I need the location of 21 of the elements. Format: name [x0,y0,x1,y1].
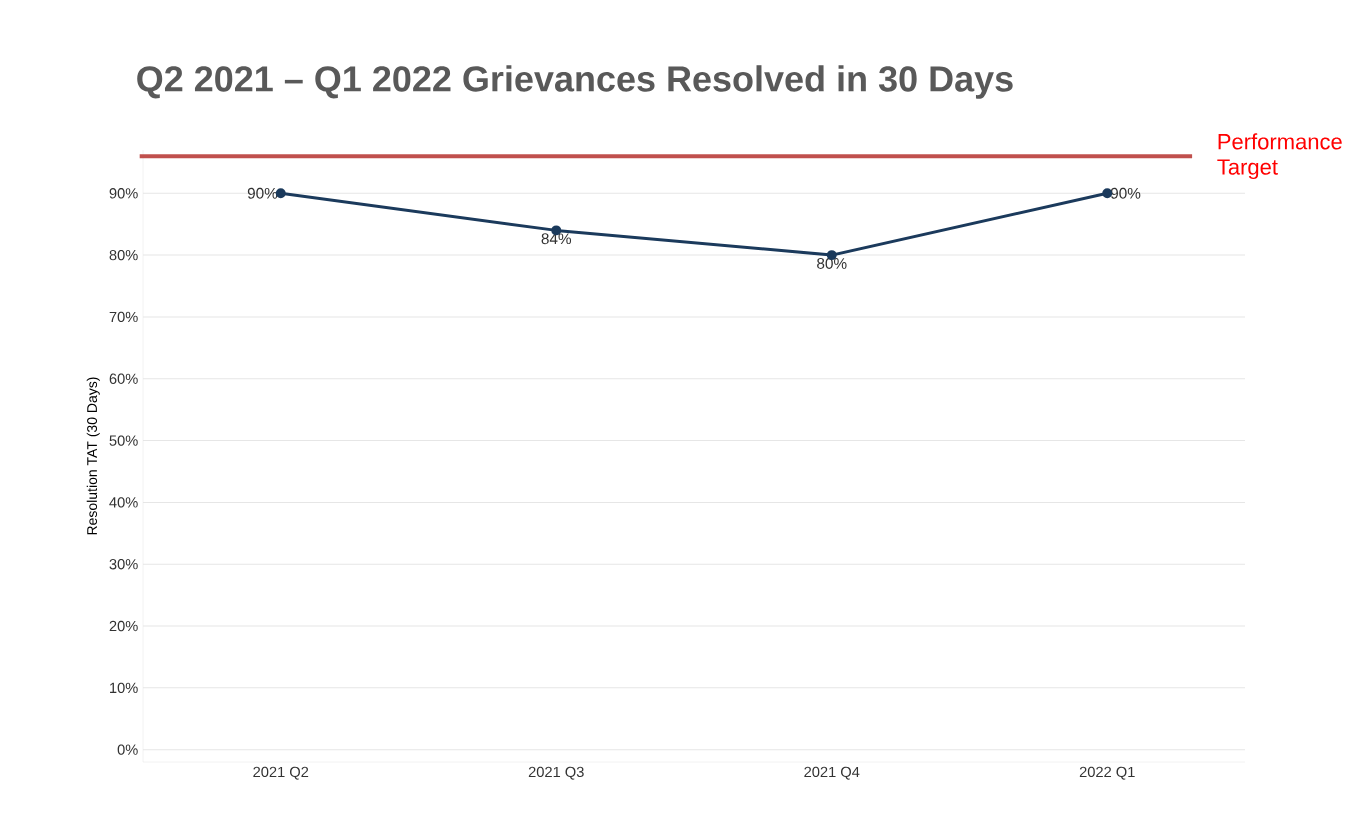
x-tick-label: 2021 Q3 [528,766,584,780]
chart-title: Q2 2021 – Q1 2022 Grievances Resolved in 30 Days [137,65,1013,99]
y-tick-label: 90% [109,188,138,199]
y-tick-label: 50% [109,435,138,446]
y-tick-label: 10% [110,682,138,694]
x-tick-label: 2022 Q1 [1079,766,1135,780]
data-label: 90% [1110,187,1141,199]
x-tick-label: 2021 Q2 [253,766,309,780]
y-tick-label: 70% [109,311,138,323]
y-tick-label: 20% [109,620,138,632]
data-label: 84% [541,233,572,245]
y-tick-label: 60% [109,373,138,384]
data-label: 90% [247,187,278,199]
y-axis-title: Resolution TAT (30 Days) [86,377,100,535]
y-tick-label: 30% [109,559,138,570]
ref-line-label: Performance Target [1217,133,1342,180]
y-tick-label: 40% [109,497,138,508]
data-label: 80% [817,258,847,269]
y-tick-label: 0% [117,744,138,755]
y-tick-label: 80% [109,249,138,261]
x-tick-label: 2021 Q4 [804,766,860,780]
